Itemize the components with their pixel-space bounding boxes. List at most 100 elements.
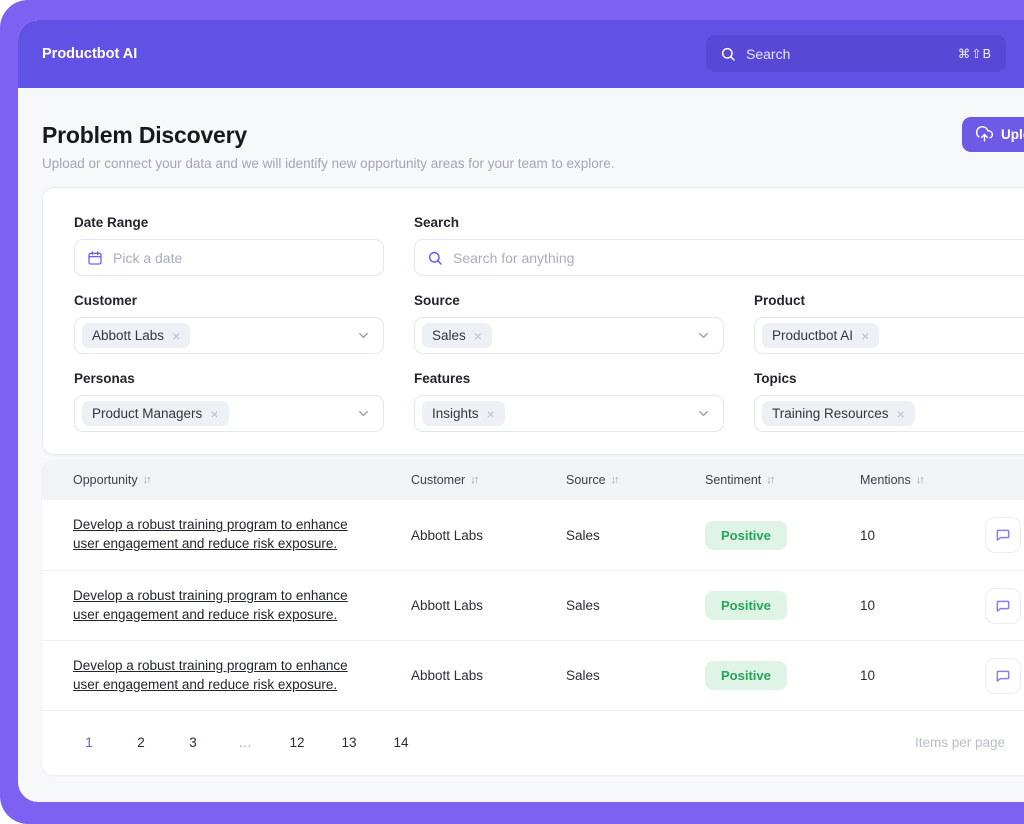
date-picker-input[interactable] [113,249,371,266]
search-input[interactable] [453,249,1024,266]
search-filter-label: Search [414,215,460,230]
page-number[interactable]: 1 [85,735,93,750]
sort-icon: ↓↑ [766,474,775,486]
customer-cell: Abbott Labs [411,598,484,613]
mentions-cell: 10 [860,527,876,543]
customer-filter: Customer Abbott Labs × [74,293,384,354]
search-filter: Search [414,215,1024,276]
page-number[interactable]: 2 [137,735,145,750]
close-icon[interactable]: × [861,327,870,344]
close-icon[interactable]: × [172,327,181,344]
sort-icon: ↓↑ [915,474,925,486]
comment-icon [996,600,1010,612]
upload-cloud-icon [976,126,993,142]
comment-button[interactable] [985,657,1021,694]
sort-icon: ↓↑ [142,474,152,486]
comment-button[interactable] [985,587,1021,624]
top-navigation-bar: Productbot AI Search ⌘⇧B [18,20,1024,88]
page-header: Problem Discovery Upload or connect your… [42,122,615,171]
source-label: Source [414,293,460,308]
app-window: Productbot AI Search ⌘⇧B Problem Discove… [18,20,1024,802]
opportunity-link[interactable]: Develop a robust training program to enh… [73,657,348,692]
column-header-source[interactable]: Source ↓↑ [566,473,620,487]
opportunity-link[interactable]: Develop a robust training program to enh… [73,517,348,551]
global-search-placeholder: Search [746,45,791,62]
date-range-label: Date Range [74,215,149,230]
table-header-row: Opportunity ↓↑ Customer ↓↑ Source ↓↑ Sen… [42,460,1024,500]
chip-label: Insights [432,406,479,421]
features-label: Features [414,371,471,386]
page-title: Problem Discovery [42,122,247,148]
column-header-sentiment[interactable]: Sentiment ↓↑ [705,473,775,487]
source-cell: Sales [566,527,600,543]
chip-label: Training Resources [772,406,889,421]
table-row: Develop a robust training program to enh… [42,500,1024,570]
column-header-opportunity[interactable]: Opportunity ↓↑ [73,473,152,487]
source-select[interactable]: Sales × [414,317,724,354]
chip-label: Abbott Labs [92,328,165,343]
comment-icon [996,529,1010,541]
features-select[interactable]: Insights × [414,395,724,432]
chevron-down-icon [699,410,708,417]
search-icon [721,47,735,61]
pagination: 1 2 3 … 12 13 14 Items per page [42,710,1024,774]
customer-cell: Abbott Labs [411,527,484,543]
sort-icon: ↓↑ [470,474,479,486]
filter-chip: Training Resources × [762,401,915,426]
search-field[interactable] [414,239,1024,276]
upload-button[interactable]: Upload [962,117,1024,152]
personas-label: Personas [74,371,135,386]
sort-icon: ↓↑ [610,474,620,486]
opportunity-link[interactable]: Develop a robust training program to enh… [73,587,348,622]
pagination-ellipsis: … [238,735,252,750]
topics-select[interactable]: Training Resources × [754,395,1024,432]
calendar-icon [88,250,102,265]
column-header-mentions[interactable]: Mentions ↓↑ [860,473,925,487]
date-picker-field[interactable] [74,239,384,276]
filters-panel: Date Range Search [42,187,1024,455]
chip-label: Product Managers [92,406,203,421]
chevron-down-icon [359,410,368,417]
topics-label: Topics [754,371,797,386]
personas-filter: Personas Product Managers × [74,371,384,432]
product-select[interactable]: Productbot AI × [754,317,1024,354]
upload-button-label: Upload [1001,127,1024,142]
topics-filter: Topics Training Resources × [754,371,1024,432]
source-filter: Source Sales × [414,293,724,354]
page-number[interactable]: 14 [393,735,409,750]
brand-logo: Productbot AI [42,46,138,62]
close-icon[interactable]: × [473,327,482,344]
mentions-cell: 10 [860,668,876,683]
page-subtitle: Upload or connect your data and we will … [42,156,615,171]
personas-select[interactable]: Product Managers × [74,395,384,432]
source-cell: Sales [566,668,600,683]
table-row: Develop a robust training program to enh… [42,570,1024,640]
filter-chip: Productbot AI × [762,323,880,348]
sentiment-badge: Positive [705,520,787,550]
filter-chip: Sales × [422,323,492,348]
table-row: Develop a robust training program to enh… [42,640,1024,710]
keyboard-shortcut-badge: ⌘⇧B [957,47,992,61]
sentiment-badge: Positive [705,661,787,690]
column-header-customer[interactable]: Customer ↓↑ [411,473,479,487]
chip-label: Sales [432,328,466,343]
comment-icon [996,670,1010,682]
page-number[interactable]: 12 [289,735,305,750]
date-range-filter: Date Range [74,215,384,276]
chip-label: Productbot AI [772,328,854,343]
close-icon[interactable]: × [896,405,905,422]
page-number[interactable]: 3 [189,735,197,750]
page-number[interactable]: 13 [341,735,357,750]
source-cell: Sales [566,598,600,613]
chevron-down-icon [699,332,708,339]
close-icon[interactable]: × [210,405,219,422]
filter-chip: Abbott Labs × [82,323,191,348]
opportunities-table: Opportunity ↓↑ Customer ↓↑ Source ↓↑ Sen… [42,460,1024,775]
customer-select[interactable]: Abbott Labs × [74,317,384,354]
global-search-input[interactable]: Search ⌘⇧B [706,35,1006,72]
comment-button[interactable] [985,517,1021,553]
close-icon[interactable]: × [486,405,495,422]
filter-chip: Insights × [422,401,505,426]
items-per-page-label: Items per page [915,735,1006,750]
